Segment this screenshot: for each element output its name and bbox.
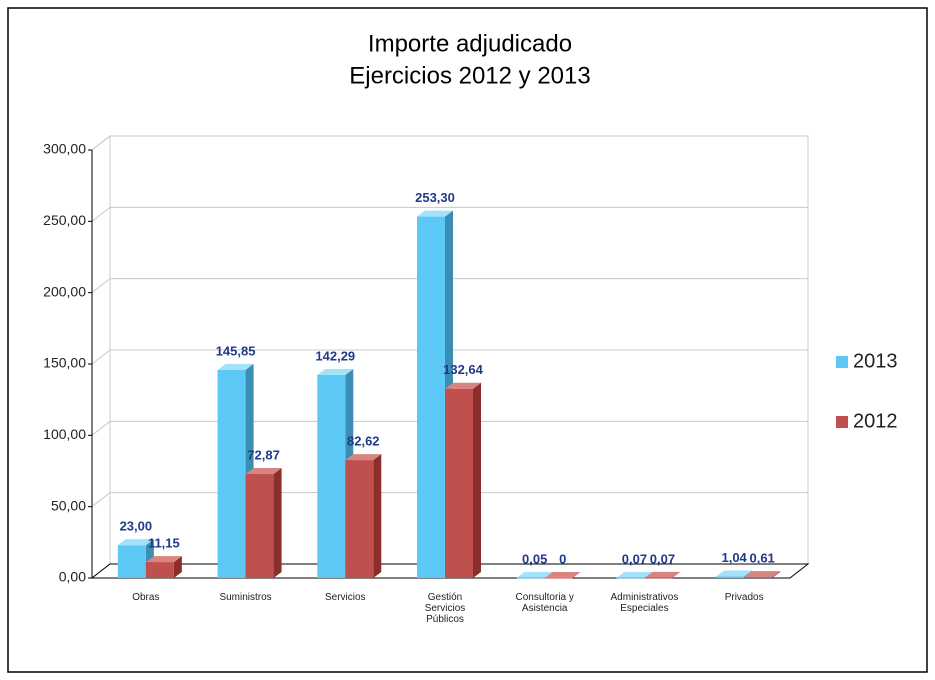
value-label: 23,00 [120,519,153,534]
bar-top [117,539,154,546]
legend-swatch [836,356,848,368]
y-tick-label: 100,00 [43,426,86,442]
x-tick-label: Gestión Servicios Públicos [424,592,466,625]
value-label: 0 [559,551,566,566]
bar-top [217,363,254,370]
bar [445,388,473,578]
grid-line [91,206,808,222]
x-tick-label: Obras [132,592,160,603]
bar-top [716,570,753,577]
value-label: 72,87 [247,447,280,462]
value-label: 0,61 [749,551,774,566]
value-label: 82,62 [347,434,380,449]
bar-top [616,571,653,578]
chart-title: Importe adjudicado [368,30,572,57]
x-tick-label: Consultoria y Asistencia [515,592,574,614]
value-label: 11,15 [148,536,180,551]
x-tick-label: Servicios [324,592,366,603]
legend-label: 2012 [853,410,898,432]
bar-side [473,382,481,578]
bar-top [644,571,681,578]
value-label: 132,64 [443,362,484,377]
y-tick-label: 300,00 [43,141,86,157]
y-tick-label: 250,00 [43,212,86,228]
grid-line [91,420,808,436]
bar [317,374,346,578]
bar-top [317,368,354,375]
bar-side [173,556,182,578]
x-tick-label: Privados [724,592,764,603]
bar [544,578,573,579]
bar-top [744,571,781,578]
bar [217,369,246,578]
value-label: 0,07 [650,551,675,566]
value-label: 0,05 [522,551,547,566]
bar-side [772,571,781,578]
legend-label: 2013 [853,350,898,372]
bar [145,562,174,578]
grid-line [91,135,808,151]
chart-subtitle: Ejercicios 2012 y 2013 [349,62,590,89]
bar-top [445,382,481,389]
bar [345,460,374,578]
bar-top [145,556,182,563]
value-label: 253,30 [415,190,455,205]
grid-line [91,278,808,294]
bar-top [345,454,382,461]
value-label: 145,85 [216,343,256,358]
y-tick-label: 50,00 [51,497,86,513]
value-label: 1,04 [721,550,747,565]
bar [516,577,545,579]
bar-side [273,468,282,578]
bar-side [544,571,553,578]
bar [417,216,445,578]
bar-side [373,454,382,578]
y-tick-label: 150,00 [43,355,86,371]
value-label: 142,29 [315,348,355,363]
bar [616,577,645,579]
bar [644,577,673,579]
x-tick-label: Administrativos Especiales [610,592,679,614]
legend-swatch [836,416,848,428]
bar [245,474,274,578]
bar-top [245,468,282,475]
bar-top [516,571,553,578]
bar-top [544,572,581,578]
bar [744,577,773,578]
grid-line [91,349,808,365]
y-tick-label: 0,00 [59,569,86,585]
bar-top [417,210,453,217]
grid-line [91,492,808,508]
x-tick-label: Suministros [219,592,272,603]
bar [716,576,745,578]
bar-side [672,571,681,578]
y-tick-label: 200,00 [43,283,86,299]
bar [117,545,146,578]
value-label: 0,07 [622,551,647,566]
